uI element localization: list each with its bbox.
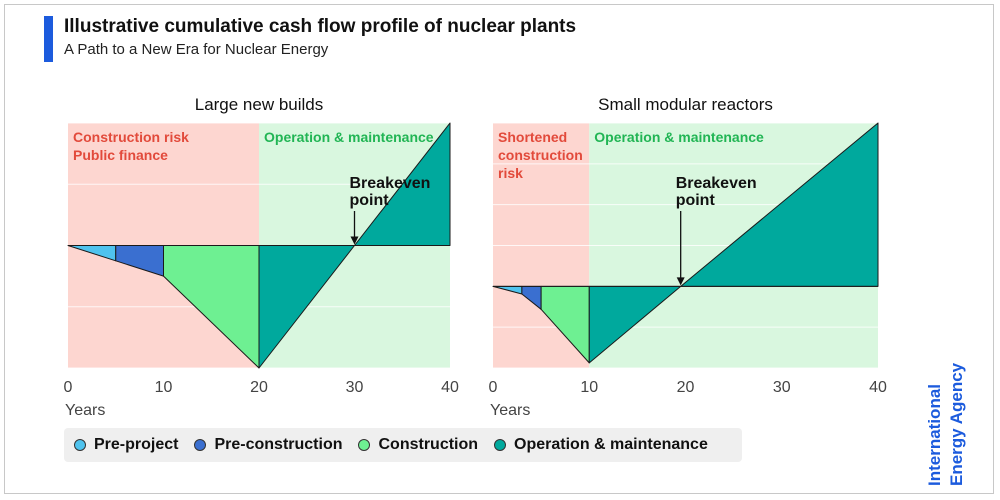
chart-title: Illustrative cumulative cash flow profil…: [64, 16, 577, 37]
figure-frame: [4, 4, 994, 494]
chart2-zone-label-0: risk: [498, 165, 523, 181]
chart2-x-tick-label: 40: [869, 379, 887, 396]
iea-logo-line1: International: [925, 384, 944, 486]
legend-label-pre-project: Pre-project: [94, 436, 179, 453]
legend-label-pre-construction: Pre-construction: [214, 436, 343, 453]
chart1-breakeven-label: point: [350, 192, 390, 209]
chart1-breakeven-arrowhead: [350, 236, 359, 245]
chart2-x-tick-label: 0: [489, 379, 498, 396]
legend-swatch-pre-project: [74, 439, 86, 451]
chart2-breakeven-label: point: [676, 192, 716, 209]
chart1-zone-label-0: Public finance: [73, 147, 168, 163]
iea-logo-line2: Energy Agency: [947, 362, 966, 486]
legend-item-construction: Construction: [358, 436, 478, 454]
chart2-x-tick-label: 30: [773, 379, 791, 396]
legend-label-operation: Operation & maintenance: [514, 436, 708, 453]
legend-swatch-pre-construction: [194, 439, 207, 451]
chart1-x-tick-label: 0: [64, 379, 73, 396]
chart2-x-tick-label: 20: [677, 379, 695, 396]
chart2-x-tick-label: 10: [580, 379, 598, 396]
legend-label-construction: Construction: [378, 436, 479, 453]
chart1-x-tick-label: 40: [441, 379, 459, 396]
legend-item-pre-construction: Pre-construction: [194, 436, 342, 454]
chart2-breakeven-label: Breakeven: [676, 175, 757, 192]
chart1-zone-label-0: Construction risk: [73, 129, 189, 145]
legend: Pre-project Pre-construction Constructio…: [64, 428, 742, 462]
chart1-x-tick-label: 10: [155, 379, 173, 396]
legend-swatch-operation: [494, 439, 507, 451]
chart2-zone-label-1: Operation & maintenance: [594, 129, 764, 145]
legend-item-operation: Operation & maintenance: [494, 436, 708, 454]
chart2-panel-title: Small modular reactors: [598, 95, 773, 114]
chart1-panel-title: Large new builds: [195, 95, 324, 114]
chart1-x-tick-label: 30: [346, 379, 364, 396]
chart1-breakeven-label: Breakeven: [350, 175, 431, 192]
chart2-zone-label-0: Shortened: [498, 129, 567, 145]
legend-swatch-construction: [358, 439, 371, 451]
legend-item-pre-project: Pre-project: [74, 436, 178, 454]
chart2-zone-label-0: construction: [498, 147, 583, 163]
chart1-zone-label-1: Operation & maintenance: [264, 129, 434, 145]
accent-bar: [44, 16, 53, 62]
chart2-breakeven-arrowhead: [676, 277, 685, 286]
chart2-x-axis-label: Years: [490, 402, 530, 419]
chart1-x-tick-label: 20: [250, 379, 268, 396]
chart1-x-axis-label: Years: [65, 402, 105, 419]
chart-subtitle: A Path to a New Era for Nuclear Energy: [64, 41, 329, 58]
iea-logo: International Energy Agency: [925, 362, 966, 486]
